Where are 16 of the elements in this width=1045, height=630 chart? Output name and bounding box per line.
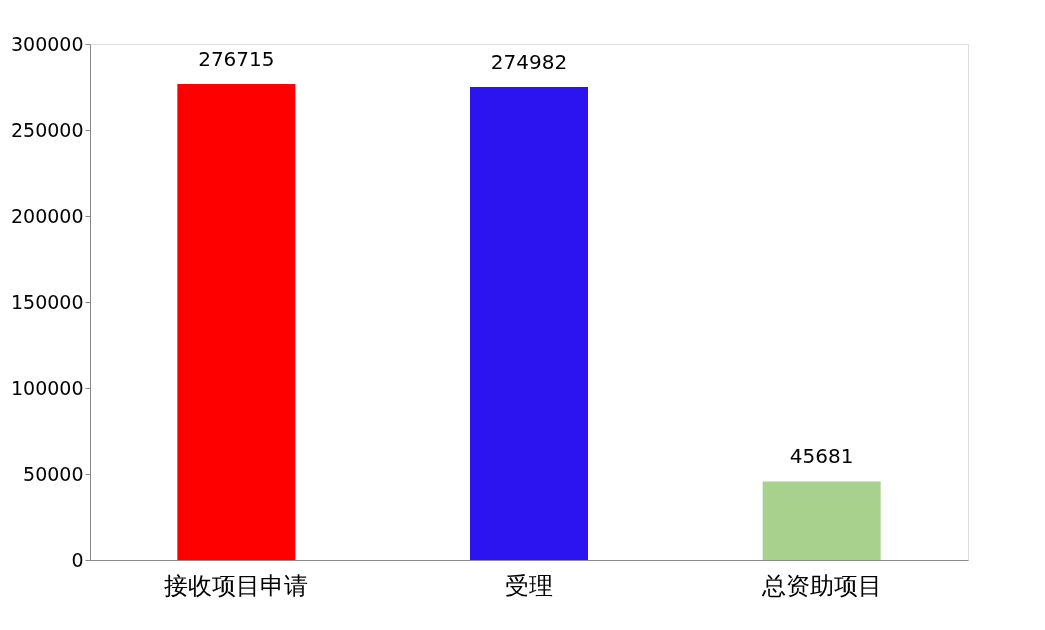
bar xyxy=(470,87,588,560)
y-tick-label: 250000 xyxy=(10,118,84,141)
x-tick-label: 受理 xyxy=(505,571,553,600)
y-tick-label: 0 xyxy=(71,548,84,571)
y-tick-label: 150000 xyxy=(10,290,84,313)
y-tick-label: 50000 xyxy=(23,462,84,485)
y-tick-label: 200000 xyxy=(10,204,84,227)
x-tick-label: 接收项目申请 xyxy=(164,571,309,600)
data-label: 274982 xyxy=(490,50,568,75)
bar xyxy=(177,84,296,560)
y-tick-label: 100000 xyxy=(10,376,84,399)
data-label: 276715 xyxy=(198,47,275,72)
y-tick-label: 300000 xyxy=(10,32,84,55)
x-tick-label: 总资助项目 xyxy=(760,571,882,600)
bar xyxy=(762,481,881,560)
data-label: 45681 xyxy=(789,444,854,469)
